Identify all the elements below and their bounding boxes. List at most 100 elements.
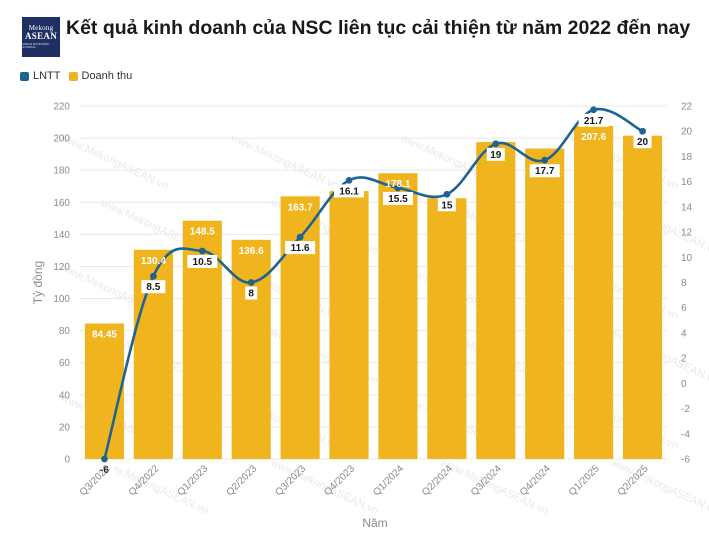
bar-doanh-thu — [427, 198, 467, 460]
bar-doanh-thu — [476, 142, 516, 459]
y2-tick-label: 2 — [681, 354, 687, 365]
bar-data-label: 163.7 — [288, 202, 313, 213]
line-data-label: 15.5 — [388, 194, 408, 205]
y-tick-label: 60 — [59, 358, 71, 369]
legend-label-lntt: LNTT — [33, 70, 61, 82]
point-lntt — [541, 156, 549, 164]
bar-data-label: 178.1 — [385, 179, 410, 190]
point-lntt — [198, 247, 206, 255]
y-tick-label: 100 — [53, 294, 70, 305]
line-data-label-bg — [486, 147, 505, 161]
logo-line-3: ASEAN ECONOMIC JOURNAL — [22, 42, 50, 49]
line-data-label: 19 — [490, 150, 502, 161]
bar-data-label: 207.6 — [581, 132, 606, 143]
y-tick-label: 20 — [59, 422, 71, 433]
y2-tick-label: 12 — [681, 228, 693, 239]
brand-logo: Mekong ASEAN ASEAN ECONOMIC JOURNAL — [22, 17, 60, 57]
x-axis-title: Năm — [362, 516, 387, 530]
legend-item-doanh-thu[interactable]: Doanh thu — [68, 70, 133, 82]
x-tick-label: Q2/2024 — [420, 463, 455, 498]
y2-tick-label: -4 — [681, 429, 690, 440]
y2-tick-label: 14 — [681, 202, 693, 213]
point-lntt — [149, 272, 157, 280]
chart-legend: LNTT Doanh thu — [20, 70, 140, 82]
y2-tick-label: 6 — [681, 303, 687, 314]
bar-data-label: 130.4 — [141, 256, 166, 267]
y-tick-label: 40 — [59, 390, 71, 401]
line-data-label-bg — [382, 191, 413, 205]
line-data-label: 15 — [441, 200, 453, 211]
logo-line-2: ASEAN — [24, 31, 57, 41]
point-lntt — [296, 233, 304, 241]
y-axis-title: Tỷ đồng — [31, 261, 45, 304]
y-tick-label: 140 — [53, 230, 70, 241]
bar-doanh-thu — [84, 323, 125, 459]
line-data-label: 8 — [248, 289, 254, 300]
y2-tick-label: -2 — [681, 404, 690, 415]
bar-doanh-thu — [622, 135, 663, 460]
point-lntt — [492, 140, 500, 148]
y-tick-label: 180 — [53, 166, 70, 177]
line-data-label-bg — [578, 113, 609, 127]
y2-tick-label: 0 — [681, 379, 687, 390]
legend-item-lntt[interactable]: LNTT — [20, 70, 61, 82]
y2-tick-label: 8 — [681, 278, 687, 289]
line-data-label-bg — [437, 198, 456, 212]
line-data-label: -6 — [100, 465, 109, 476]
legend-label-doanh-thu: Doanh thu — [81, 70, 133, 82]
line-data-label-bg — [334, 184, 365, 198]
bar-doanh-thu — [329, 191, 369, 460]
point-lntt — [394, 184, 402, 192]
bar-data-label: 136.6 — [239, 246, 264, 257]
y2-tick-label: 22 — [681, 102, 693, 113]
line-data-label-bg — [633, 135, 652, 149]
line-data-label-bg — [141, 280, 166, 294]
y2-tick-label: 4 — [681, 328, 687, 339]
point-lntt — [443, 190, 451, 198]
watermark-text: www.MekongASEAN.vn — [228, 131, 340, 192]
line-data-label: 10.5 — [193, 257, 213, 268]
x-tick-label: Q1/2024 — [371, 463, 406, 498]
line-data-label-bg — [245, 286, 258, 300]
y2-tick-label: -6 — [681, 455, 690, 466]
line-data-label: 21.7 — [584, 116, 604, 127]
line-data-label-bg — [187, 254, 218, 268]
y-tick-label: 80 — [59, 326, 71, 337]
bar-doanh-thu — [231, 239, 271, 459]
y-tick-label: 120 — [53, 262, 70, 273]
point-lntt — [101, 455, 108, 463]
y2-tick-label: 18 — [681, 152, 693, 163]
line-data-label-bg — [285, 241, 316, 255]
point-lntt — [590, 106, 598, 114]
y-tick-label: 160 — [53, 198, 70, 209]
logo-line-1: Mekong — [28, 24, 54, 32]
bar-doanh-thu — [525, 148, 565, 460]
point-lntt — [639, 127, 646, 135]
x-tick-label: Q1/2025 — [567, 463, 602, 498]
y-tick-label: 200 — [53, 134, 70, 145]
line-data-label: 16.1 — [339, 186, 359, 197]
legend-swatch-doanh-thu — [68, 71, 78, 81]
point-lntt — [247, 279, 255, 286]
y2-tick-label: 16 — [681, 177, 693, 188]
bar-data-label: 148.5 — [190, 227, 215, 238]
y2-tick-label: 20 — [681, 127, 693, 138]
y2-tick-label: 10 — [681, 253, 693, 264]
line-data-label-bg — [95, 463, 114, 476]
line-data-label-bg — [529, 164, 560, 178]
y-tick-label: 0 — [64, 455, 70, 466]
x-tick-label: Q3/2022 — [78, 463, 113, 498]
bar-data-label: 84.45 — [92, 329, 117, 340]
line-data-label: 20 — [637, 137, 649, 148]
legend-swatch-lntt — [20, 71, 29, 81]
y-tick-label: 220 — [53, 102, 70, 113]
line-data-label: 17.7 — [535, 166, 555, 177]
line-data-label: 11.6 — [291, 243, 310, 254]
line-data-label: 8.5 — [146, 282, 160, 293]
x-tick-label: Q4/2024 — [518, 463, 553, 498]
watermark-text: www.MekongASEAN.vn — [58, 131, 170, 192]
x-tick-label: Q2/2023 — [224, 463, 259, 498]
x-tick-label: Q1/2023 — [175, 463, 210, 498]
point-lntt — [345, 176, 353, 184]
